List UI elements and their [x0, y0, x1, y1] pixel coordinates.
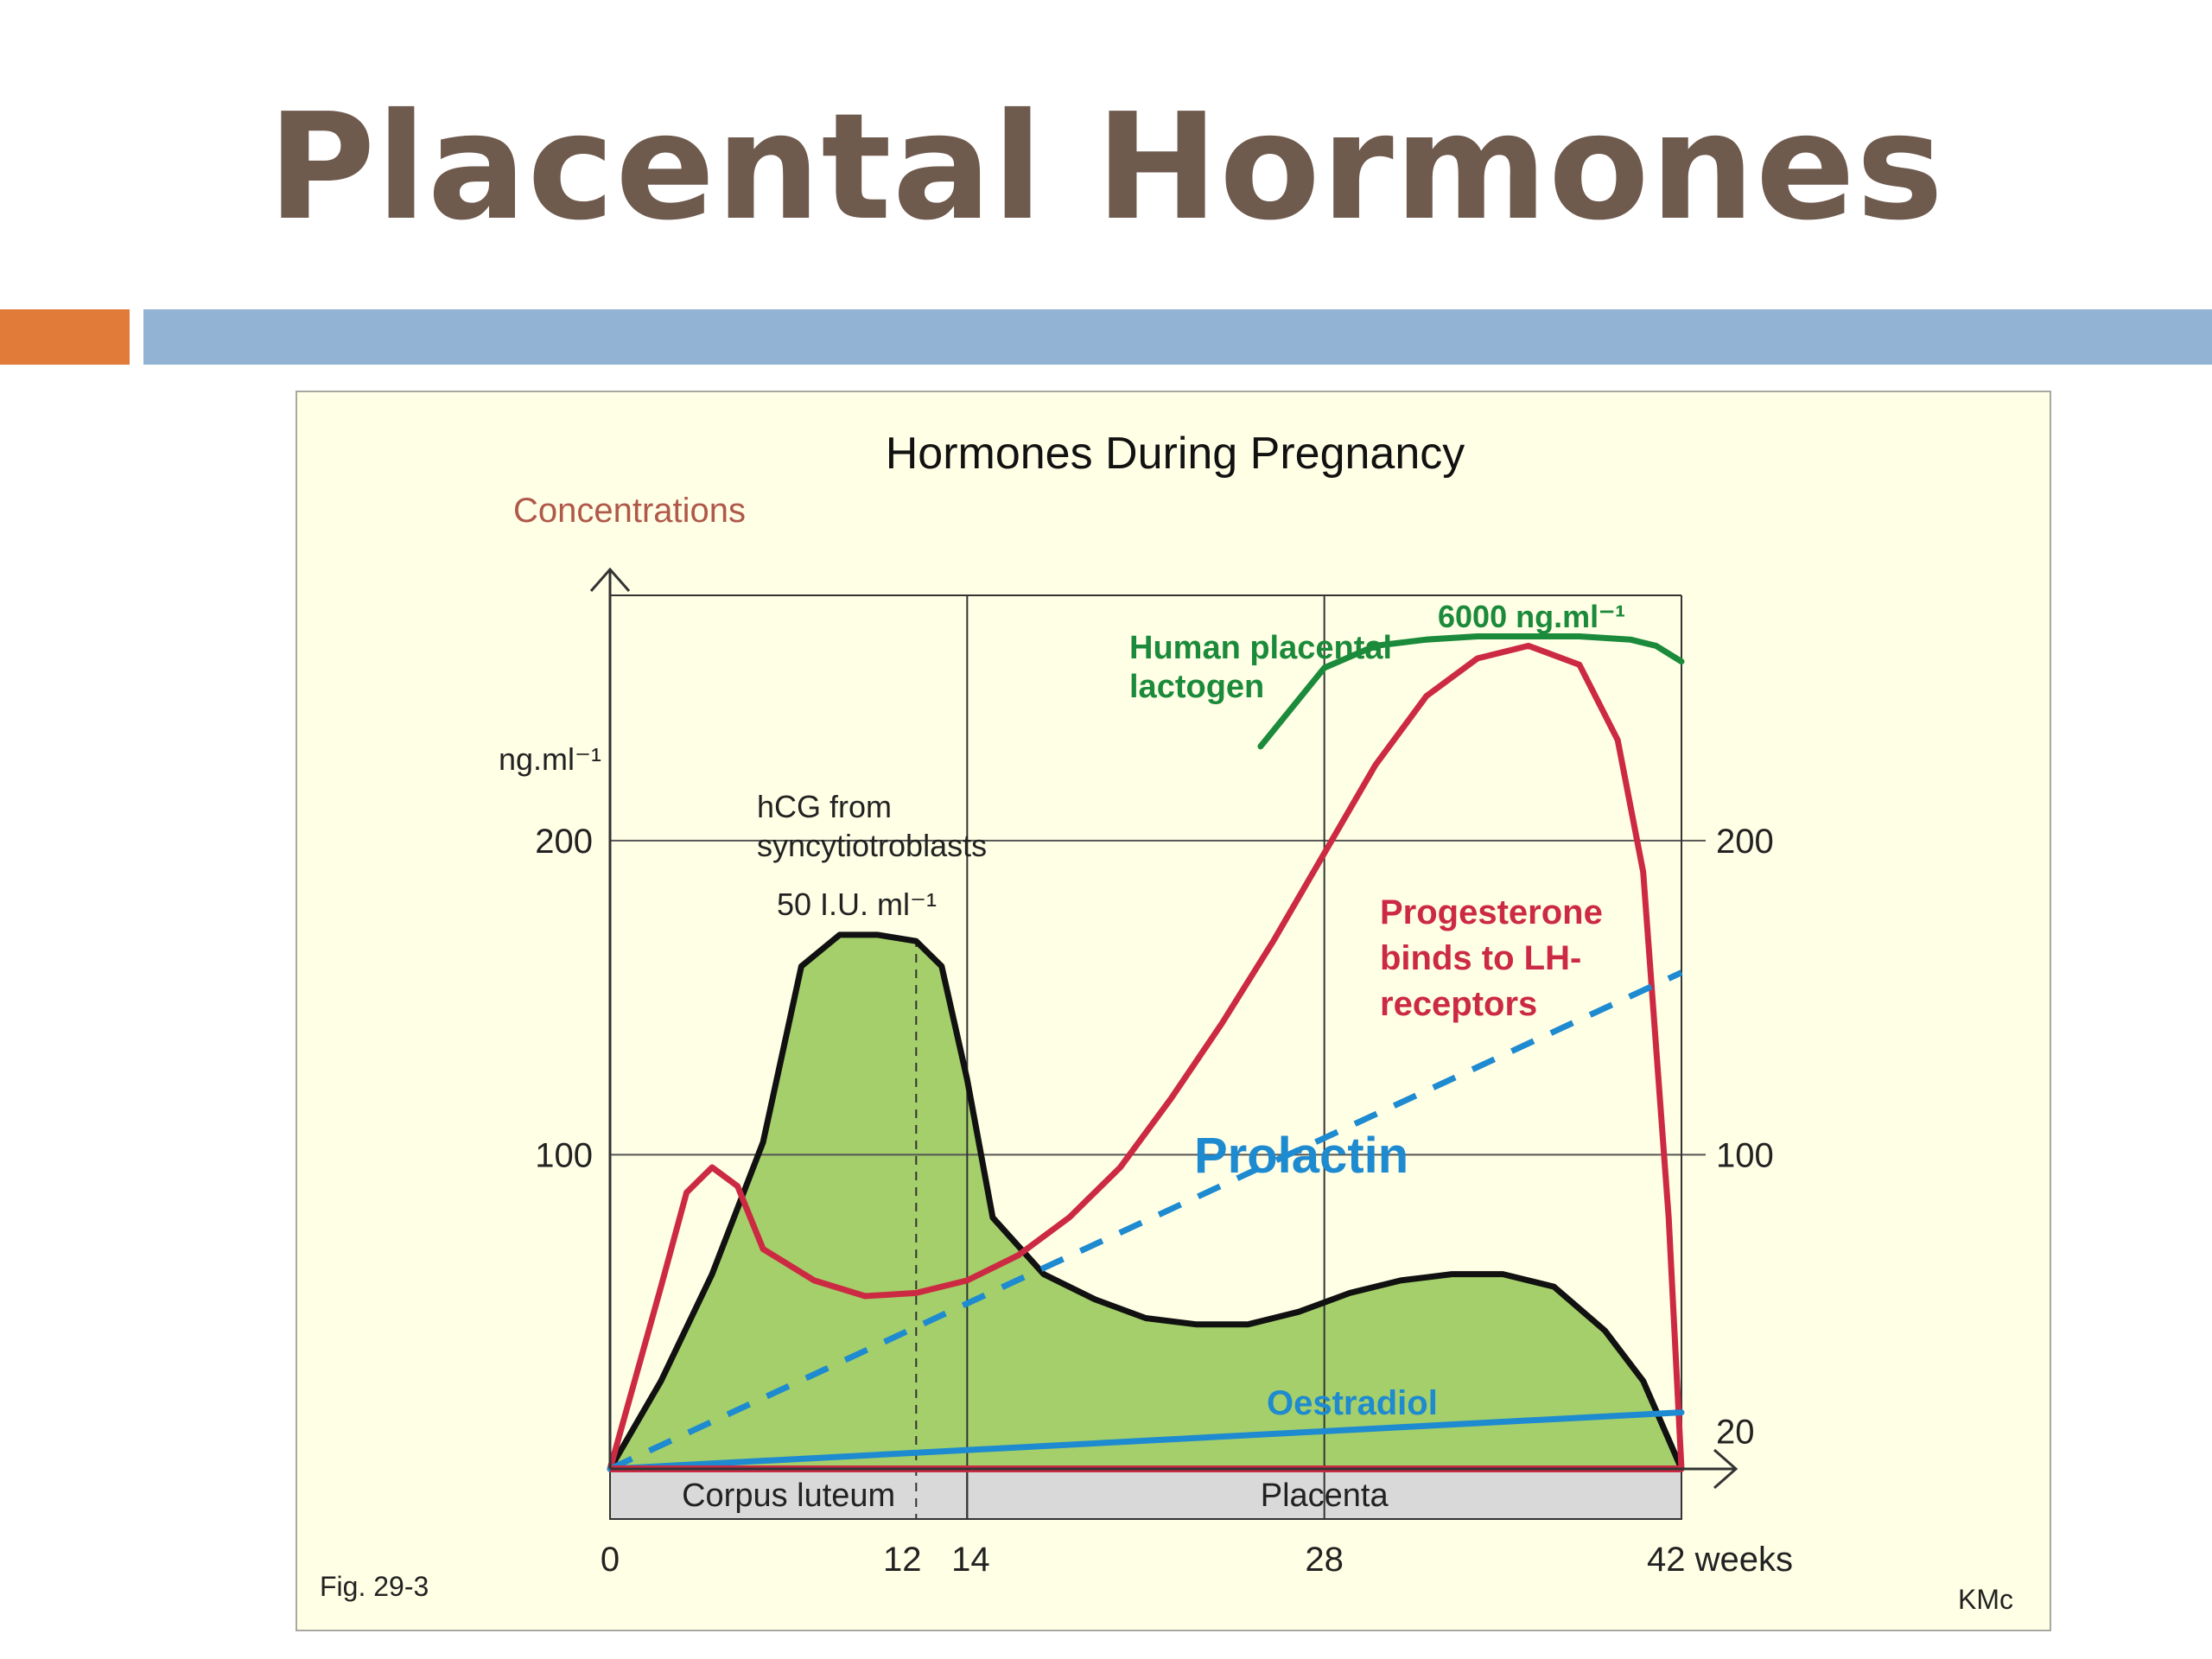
- progesterone-label-line2: binds to LH-: [1380, 939, 1581, 977]
- accent-bar-blue: [143, 309, 2212, 365]
- chart-title: Hormones During Pregnancy: [886, 429, 1465, 479]
- y-tick-label-left: 100: [535, 1136, 593, 1174]
- hcg-label-line2: syncytiotroblasts: [757, 828, 987, 863]
- x-tick-label: 0: [601, 1541, 620, 1579]
- y-tick-label-right: 20: [1716, 1413, 1755, 1451]
- x-tick-label: 12: [883, 1541, 921, 1579]
- hormone-chart: Corpus luteum Placenta Hormones During Pr…: [320, 429, 2013, 1615]
- y-axis-arrow-icon: [589, 567, 631, 592]
- fig-label: Fig. 29-3: [320, 1571, 429, 1602]
- figure-panel: Corpus luteum Placenta Hormones During Pr…: [296, 391, 2051, 1631]
- y-tick-label-left: 200: [535, 823, 593, 861]
- phase-bar-corpus-luteum: [609, 1468, 969, 1520]
- progesterone-label-line3: receptors: [1380, 985, 1537, 1023]
- x-tick-label: 42 weeks: [1647, 1541, 1793, 1579]
- hpl-label-line1: Human placental: [1129, 630, 1392, 666]
- oestradiol-label: Oestradiol: [1267, 1384, 1438, 1422]
- y-unit-label: ng.ml⁻¹: [499, 741, 601, 777]
- series-progesterone-line: [607, 642, 1685, 1472]
- hcg-label-line1: hCG from: [757, 789, 892, 824]
- hcg-peak-label: 50 I.U. ml⁻¹: [777, 887, 937, 922]
- series-oestradiol-line: [607, 1409, 1685, 1472]
- series-hpl-line: [1257, 633, 1685, 750]
- slide-title: Placental Hormones: [267, 82, 1945, 253]
- series-prolactin-line: [608, 969, 1683, 1472]
- accent-bar-orange: [0, 309, 130, 365]
- progesterone-label-line1: Progesterone: [1380, 893, 1603, 931]
- credit-label: KMc: [1958, 1584, 2013, 1615]
- phase-label-corpus-luteum: Corpus luteum: [682, 1478, 895, 1514]
- y-tick-label-right: 100: [1716, 1136, 1774, 1174]
- hpl-value-label: 6000 ng.ml⁻¹: [1438, 599, 1625, 634]
- x-axis-arrow-icon: [1713, 1448, 1738, 1490]
- series-hcg-area: [610, 934, 1681, 1469]
- y-axis-title: Concentrations: [513, 492, 746, 530]
- hpl-label-line2: lactogen: [1129, 669, 1264, 705]
- prolactin-label: Prolactin: [1194, 1128, 1408, 1184]
- y-tick-label-right: 200: [1716, 823, 1774, 861]
- x-tick-label: 28: [1305, 1541, 1344, 1579]
- x-tick-label: 14: [951, 1541, 990, 1579]
- series-hcg-line: [607, 931, 1685, 1472]
